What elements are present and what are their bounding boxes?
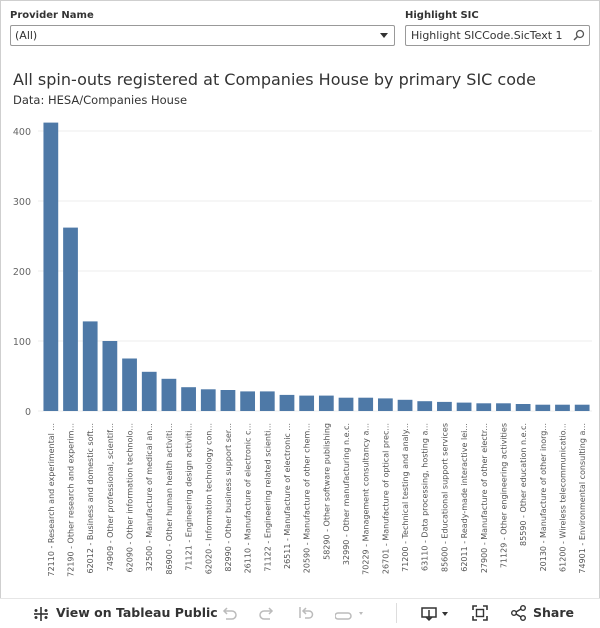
bar[interactable] — [161, 378, 177, 411]
x-tick-label: 72190 - Other research and experim... — [67, 423, 76, 577]
fullscreen-icon[interactable] — [471, 604, 489, 622]
x-tick-label: 70229 - Management consultancy a... — [362, 423, 371, 575]
x-tick-label: 74909 - Other professional, scientif... — [106, 423, 115, 571]
x-tick-label: 72110 - Research and experimental ... — [47, 423, 56, 577]
x-tick-label: 71122 - Engineering related scienti... — [263, 423, 272, 572]
bar[interactable] — [220, 390, 236, 411]
x-tick-label: 27900 - Manufacture of other electr... — [480, 423, 489, 573]
download-icon[interactable] — [420, 604, 452, 622]
x-tick-label: 20130 - Manufacture of other inorg... — [539, 423, 548, 571]
x-tick-label: 32990 - Other manufacturing n.e.c. — [342, 423, 351, 565]
bar[interactable] — [299, 395, 315, 411]
y-tick-label: 0 — [25, 407, 31, 418]
x-tick-label: 20590 - Manufacture of other chem... — [303, 423, 312, 573]
chevron-down-icon — [380, 33, 388, 38]
x-tick-label: 61200 - Wireless telecommunicatio... — [558, 423, 567, 572]
x-tick-label: 71121 - Engineering design activiti... — [185, 423, 194, 571]
y-tick-label: 400 — [13, 127, 31, 138]
toolbar-divider — [396, 603, 397, 623]
bar[interactable] — [102, 341, 118, 411]
bar[interactable] — [259, 391, 275, 411]
bar[interactable] — [240, 391, 256, 411]
highlight-search-input[interactable]: Highlight SICCode.SicText 1 — [405, 25, 590, 46]
revert-icon[interactable] — [297, 604, 315, 622]
bar[interactable] — [279, 394, 295, 411]
y-tick-label: 100 — [13, 337, 31, 348]
x-tick-label: 74901 - Environmental consulting a... — [578, 423, 587, 574]
share-button[interactable]: Share — [533, 605, 574, 620]
highlight-filter-label: Highlight SIC — [405, 10, 479, 21]
chart-title: All spin-outs registered at Companies Ho… — [13, 70, 537, 89]
search-icon — [573, 29, 585, 41]
bar[interactable] — [377, 398, 393, 411]
chart-subtitle: Data: HESA/Companies House — [13, 93, 188, 107]
bar[interactable] — [63, 227, 78, 411]
bar[interactable] — [574, 404, 590, 411]
bar[interactable] — [338, 397, 354, 411]
redo-icon[interactable] — [258, 604, 276, 622]
bar[interactable] — [437, 401, 452, 411]
bar[interactable] — [141, 371, 157, 411]
undo-icon[interactable] — [220, 604, 238, 622]
bar[interactable] — [43, 122, 59, 411]
bar[interactable] — [200, 389, 216, 411]
viz-frame — [0, 0, 600, 599]
x-tick-label: 62011 - Ready-made interactive lei... — [460, 423, 469, 572]
bar[interactable] — [515, 404, 531, 411]
x-tick-label: 26701 - Manufacture of optical prec... — [381, 423, 390, 574]
x-tick-label: 63110 - Data processing, hosting a... — [421, 423, 430, 571]
bar[interactable] — [496, 403, 511, 411]
provider-dropdown-value: (All) — [15, 29, 38, 42]
x-tick-label: 26110 - Manufacture of electronic c... — [244, 423, 253, 573]
x-tick-label: 85600 - Educational support services — [440, 423, 449, 572]
x-tick-label: 71129 - Other engineering activities — [499, 423, 508, 568]
bar[interactable] — [535, 404, 551, 411]
x-tick-label: 71200 - Technical testing and analy... — [401, 423, 410, 572]
x-tick-label: 82990 - Other business support ser... — [224, 423, 233, 572]
x-tick-label: 85590 - Other education n.e.c. — [519, 423, 528, 546]
bar[interactable] — [181, 387, 196, 411]
bar[interactable] — [122, 358, 137, 412]
bar[interactable] — [555, 404, 570, 411]
y-tick-label: 200 — [13, 267, 31, 278]
x-tick-label: 62020 - Information technology con... — [204, 423, 213, 574]
x-tick-label: 58290 - Other software publishing — [322, 423, 331, 560]
tableau-toolbar: View on Tableau Public Share — [0, 598, 600, 628]
x-tick-label: 26511 - Manufacture of electronic ... — [283, 423, 292, 569]
gridlines — [38, 130, 592, 412]
y-tick-label: 300 — [13, 197, 31, 208]
y-axis: 0 100 200 300 400 — [13, 127, 31, 418]
x-tick-label: 32500 - Manufacture of medical an... — [145, 423, 154, 571]
x-tick-label: 62090 - Other information technolo... — [126, 423, 135, 573]
x-axis-labels: 72110 - Research and experimental ... 721… — [47, 423, 587, 577]
bars — [43, 122, 590, 412]
share-icon[interactable] — [510, 604, 528, 622]
view-on-tableau-public-link[interactable]: View on Tableau Public — [56, 605, 218, 620]
bar[interactable] — [476, 403, 492, 411]
bar[interactable] — [318, 395, 334, 411]
refresh-icon[interactable] — [335, 604, 367, 622]
x-tick-label: 62012 - Business and domestic soft... — [86, 423, 95, 574]
bar[interactable] — [397, 399, 413, 411]
highlight-search-value: Highlight SICCode.SicText 1 — [411, 29, 563, 42]
provider-filter-label: Provider Name — [10, 10, 94, 21]
bar[interactable] — [358, 397, 374, 411]
tableau-logo-icon — [34, 607, 48, 621]
bar-chart: 0 100 200 300 400 72110 - Research and exper… — [13, 122, 592, 577]
x-tick-label: 86900 - Other human health activiti... — [165, 423, 174, 575]
bar[interactable] — [417, 401, 433, 411]
bar[interactable] — [82, 321, 98, 411]
bar[interactable] — [456, 402, 472, 411]
provider-dropdown[interactable]: (All) — [10, 25, 395, 46]
